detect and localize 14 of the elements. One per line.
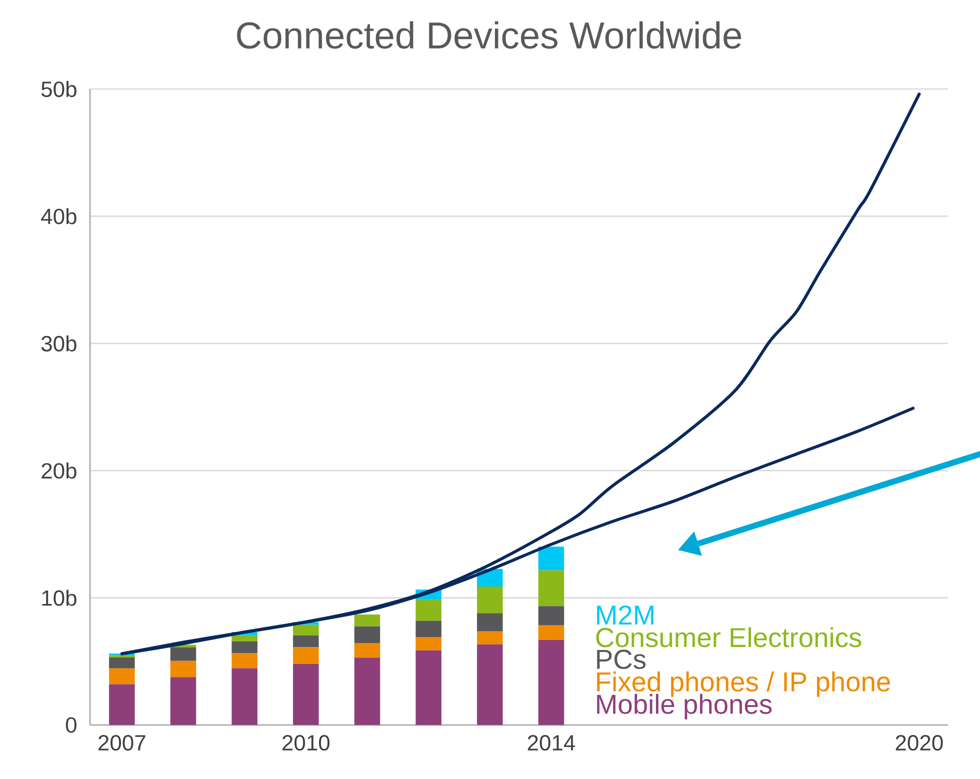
- x-tick-label: 2014: [528, 735, 576, 751]
- y-tick-label: 50b: [41, 80, 76, 98]
- series-label: Consumer Electronics: [596, 627, 862, 648]
- y-tick-label: 40b: [41, 208, 76, 224]
- y-tick-label: 20b: [42, 462, 76, 479]
- y-tick-label: 10b: [42, 590, 76, 606]
- chart-title: Connected Devices Worldwide: [237, 21, 742, 49]
- x-tick-label: 2010: [282, 735, 330, 751]
- x-tick-label: 2020: [896, 735, 943, 751]
- x-tick-label: 2007: [98, 735, 146, 751]
- series-label: PCs: [597, 650, 646, 670]
- y-tick-label: 0: [66, 717, 76, 733]
- series-label: M2M: [597, 605, 654, 625]
- y-tick-label: 30b: [41, 335, 76, 352]
